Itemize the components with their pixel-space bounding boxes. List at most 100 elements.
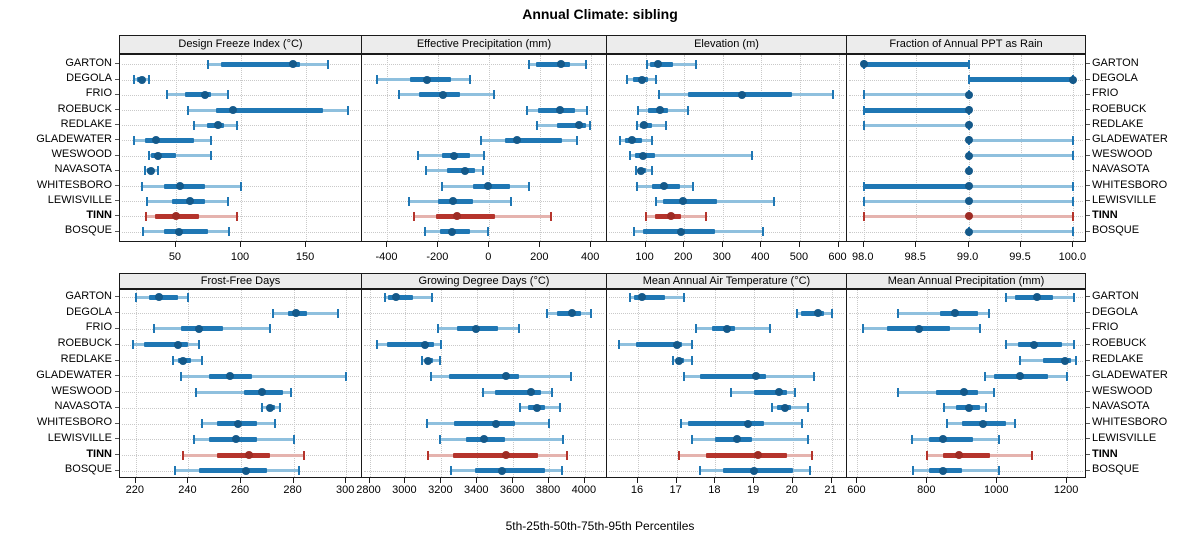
gridline-vertical	[715, 289, 717, 477]
whisker-cap-5th	[413, 211, 416, 221]
panel-title: Mean Annual Air Temperature (°C)	[642, 274, 811, 287]
percentile-bar-25-75	[474, 468, 545, 474]
site-label-right: GARTON	[1092, 289, 1139, 302]
whisker-cap-5th	[146, 196, 149, 206]
percentile-bar-25-75	[453, 421, 515, 427]
whisker-cap-95th	[692, 181, 695, 191]
gridline-horizontal	[364, 170, 604, 172]
whisker-cap-95th	[438, 356, 441, 366]
median-dot	[194, 324, 203, 333]
x-axis-tick-label: 800	[917, 483, 936, 496]
whisker-cap-5th	[528, 59, 531, 69]
x-axis-tick	[996, 478, 998, 483]
median-dot	[424, 356, 433, 365]
whisker-cap-95th	[694, 59, 697, 69]
percentile-whisker-5-95	[968, 138, 1074, 142]
whisker-cap-95th	[1013, 419, 1016, 429]
median-dot	[637, 75, 646, 84]
row-tick-left	[115, 327, 119, 329]
median-dot	[484, 182, 493, 190]
whisker-cap-5th	[424, 166, 427, 176]
site-label-left: FRIO	[85, 321, 112, 334]
gridline-horizontal	[609, 186, 844, 187]
x-axis-tick-label: 3400	[463, 483, 489, 496]
percentile-whisker-5-95	[863, 123, 969, 127]
median-dot	[859, 60, 868, 69]
median-dot	[527, 388, 536, 397]
row-tick-left	[115, 230, 119, 232]
whisker-cap-95th	[1074, 356, 1077, 366]
percentile-bar-25-75	[688, 421, 764, 427]
median-dot	[422, 75, 431, 84]
median-dot	[568, 309, 577, 318]
percentile-whisker-5-95	[148, 154, 212, 158]
median-dot	[954, 451, 963, 460]
median-dot	[502, 372, 511, 381]
whisker-cap-95th	[236, 211, 239, 221]
median-dot	[660, 182, 669, 190]
gridline-horizontal	[364, 79, 604, 81]
gridline-vertical	[684, 54, 686, 241]
site-label-left: GARTON	[65, 56, 112, 69]
whisker-cap-95th	[493, 90, 496, 100]
percentile-bar-25-75	[1042, 358, 1071, 364]
median-dot	[964, 106, 973, 114]
median-dot	[498, 466, 507, 475]
site-label-left: GARTON	[65, 289, 112, 302]
gridline-horizontal	[122, 216, 359, 218]
percentile-bar-25-75	[943, 452, 991, 458]
x-axis-tick-label: 17	[669, 483, 682, 496]
median-dot	[153, 151, 162, 160]
median-dot	[628, 136, 637, 145]
whisker-cap-5th	[625, 75, 628, 85]
whisker-cap-5th	[207, 59, 210, 69]
percentile-bar-25-75	[143, 342, 189, 348]
median-dot	[242, 466, 251, 475]
percentile-bar-25-75	[216, 107, 323, 113]
site-label-left: BOSQUE	[64, 224, 112, 237]
row-tick-right	[1086, 391, 1090, 393]
whisker-cap-95th	[832, 90, 835, 100]
x-axis-tick-label: 200	[530, 251, 549, 263]
whisker-cap-5th	[644, 211, 647, 221]
median-dot	[723, 324, 731, 333]
whisker-cap-5th	[481, 387, 484, 397]
median-dot	[438, 90, 447, 99]
percentile-bar-25-75	[699, 373, 766, 379]
percentile-bar-25-75	[754, 389, 787, 395]
x-axis-tick	[862, 241, 864, 247]
whisker-cap-5th	[1018, 356, 1021, 366]
median-dot	[674, 356, 683, 365]
whisker-cap-5th	[637, 105, 640, 115]
x-axis-tick	[437, 241, 439, 247]
x-axis-tick-label: 280	[283, 483, 302, 496]
gridline-vertical	[927, 289, 929, 477]
x-axis-tick	[404, 478, 406, 483]
percentile-bar-25-75	[929, 436, 973, 442]
median-dot	[480, 435, 489, 444]
whisker-cap-5th	[1004, 292, 1007, 302]
gridline-vertical	[241, 54, 242, 241]
whisker-cap-95th	[197, 340, 200, 350]
whisker-cap-5th	[383, 292, 386, 302]
whisker-cap-5th	[862, 120, 865, 130]
gridline-vertical	[1067, 289, 1069, 477]
percentile-bar-25-75	[863, 183, 969, 189]
median-dot	[750, 466, 759, 475]
panel-header: Elevation (m)	[606, 35, 847, 54]
x-axis-tick-label: 21	[824, 483, 837, 496]
whisker-cap-95th	[691, 356, 694, 366]
row-tick-left	[115, 93, 119, 95]
whisker-cap-5th	[408, 196, 411, 206]
page-title: Annual Climate: sibling	[522, 6, 678, 22]
percentile-bar-25-75	[968, 77, 1074, 83]
site-label-right: WHITESBORO	[1092, 416, 1168, 429]
median-dot	[964, 197, 973, 206]
median-dot	[732, 435, 741, 444]
site-label-right: WESWOOD	[1092, 384, 1153, 397]
whisker-cap-95th	[686, 105, 689, 115]
median-dot	[174, 227, 183, 236]
x-axis-tick	[915, 241, 917, 247]
x-axis-tick-label: 1200	[1053, 483, 1079, 496]
x-axis-tick	[837, 241, 839, 247]
